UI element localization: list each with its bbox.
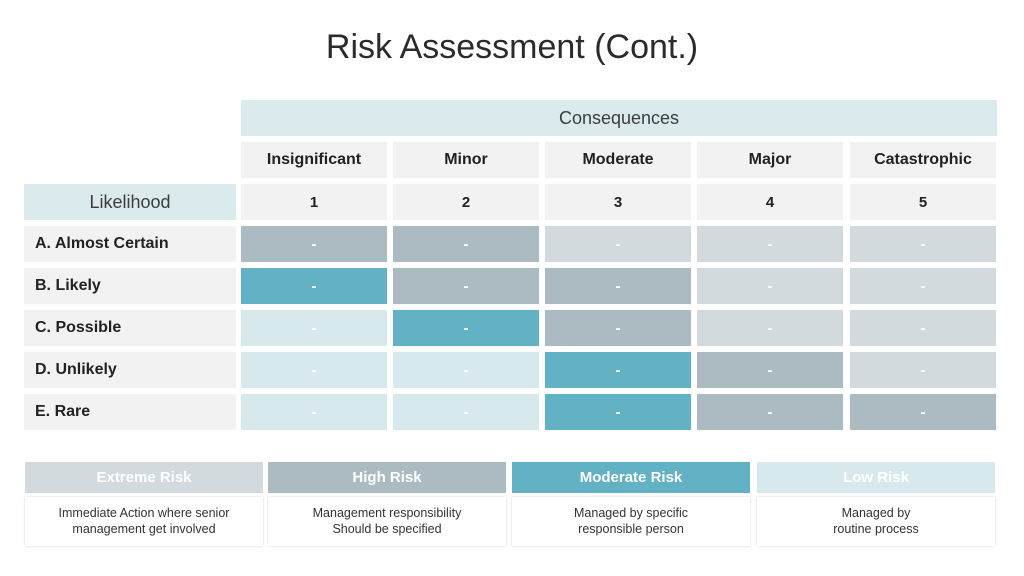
- column-header-insignificant: Insignificant: [241, 142, 387, 178]
- risk-cell-d3: -: [545, 352, 691, 388]
- row-label-unlikely: D. Unlikely: [24, 352, 236, 388]
- legend-extreme-risk: Extreme Risk: [25, 462, 263, 493]
- column-header-minor: Minor: [393, 142, 539, 178]
- risk-cell-d1: -: [241, 352, 387, 388]
- legend-high-risk: High Risk: [268, 462, 506, 493]
- risk-cell-e5: -: [850, 394, 996, 430]
- risk-cell-c1: -: [241, 310, 387, 346]
- risk-cell-e2: -: [393, 394, 539, 430]
- risk-cell-b1: -: [241, 268, 387, 304]
- legend-moderate-desc-line2: responsible person: [578, 521, 684, 536]
- column-header-catastrophic: Catastrophic: [850, 142, 996, 178]
- legend-high-desc-line2: Should be specified: [332, 521, 442, 536]
- risk-cell-d2: -: [393, 352, 539, 388]
- legend-moderate-description: Managed by specific responsible person: [512, 497, 750, 546]
- risk-cell-c5: -: [850, 310, 996, 346]
- risk-cell-e1: -: [241, 394, 387, 430]
- row-label-rare: E. Rare: [24, 394, 236, 430]
- risk-cell-c2: -: [393, 310, 539, 346]
- row-label-likely: B. Likely: [24, 268, 236, 304]
- risk-cell-d4: -: [697, 352, 843, 388]
- legend-low-desc-line1: Managed by: [841, 505, 911, 520]
- column-header-major: Major: [697, 142, 843, 178]
- likelihood-header: Likelihood: [24, 184, 236, 220]
- risk-cell-a5: -: [850, 226, 996, 262]
- column-number-5: 5: [850, 184, 996, 220]
- consequences-header: Consequences: [241, 100, 997, 136]
- column-number-2: 2: [393, 184, 539, 220]
- column-number-3: 3: [545, 184, 691, 220]
- legend-extreme-desc-line2: management get involved: [72, 521, 216, 536]
- risk-cell-b4: -: [697, 268, 843, 304]
- legend-high-desc-line1: Management responsibility: [312, 505, 462, 520]
- risk-cell-a4: -: [697, 226, 843, 262]
- legend-moderate-desc-line1: Managed by specific: [574, 505, 688, 520]
- legend-moderate-risk: Moderate Risk: [512, 462, 750, 493]
- risk-cell-b2: -: [393, 268, 539, 304]
- legend-low-description: Managed by routine process: [757, 497, 995, 546]
- page-title: Risk Assessment (Cont.): [325, 28, 699, 66]
- risk-cell-a2: -: [393, 226, 539, 262]
- risk-cell-c4: -: [697, 310, 843, 346]
- risk-cell-b5: -: [850, 268, 996, 304]
- legend-low-desc-line2: routine process: [833, 521, 919, 536]
- risk-cell-a1: -: [241, 226, 387, 262]
- legend-extreme-desc-line1: Immediate Action where senior: [58, 505, 230, 520]
- risk-cell-e4: -: [697, 394, 843, 430]
- column-number-4: 4: [697, 184, 843, 220]
- risk-cell-a3: -: [545, 226, 691, 262]
- legend-high-description: Management responsibility Should be speci…: [268, 497, 506, 546]
- legend-low-risk: Low Risk: [757, 462, 995, 493]
- legend-extreme-description: Immediate Action where senior management …: [25, 497, 263, 546]
- risk-cell-b3: -: [545, 268, 691, 304]
- column-number-1: 1: [241, 184, 387, 220]
- row-label-possible: C. Possible: [24, 310, 236, 346]
- risk-cell-e3: -: [545, 394, 691, 430]
- row-label-almost-certain: A. Almost Certain: [24, 226, 236, 262]
- risk-cell-c3: -: [545, 310, 691, 346]
- risk-cell-d5: -: [850, 352, 996, 388]
- column-header-moderate: Moderate: [545, 142, 691, 178]
